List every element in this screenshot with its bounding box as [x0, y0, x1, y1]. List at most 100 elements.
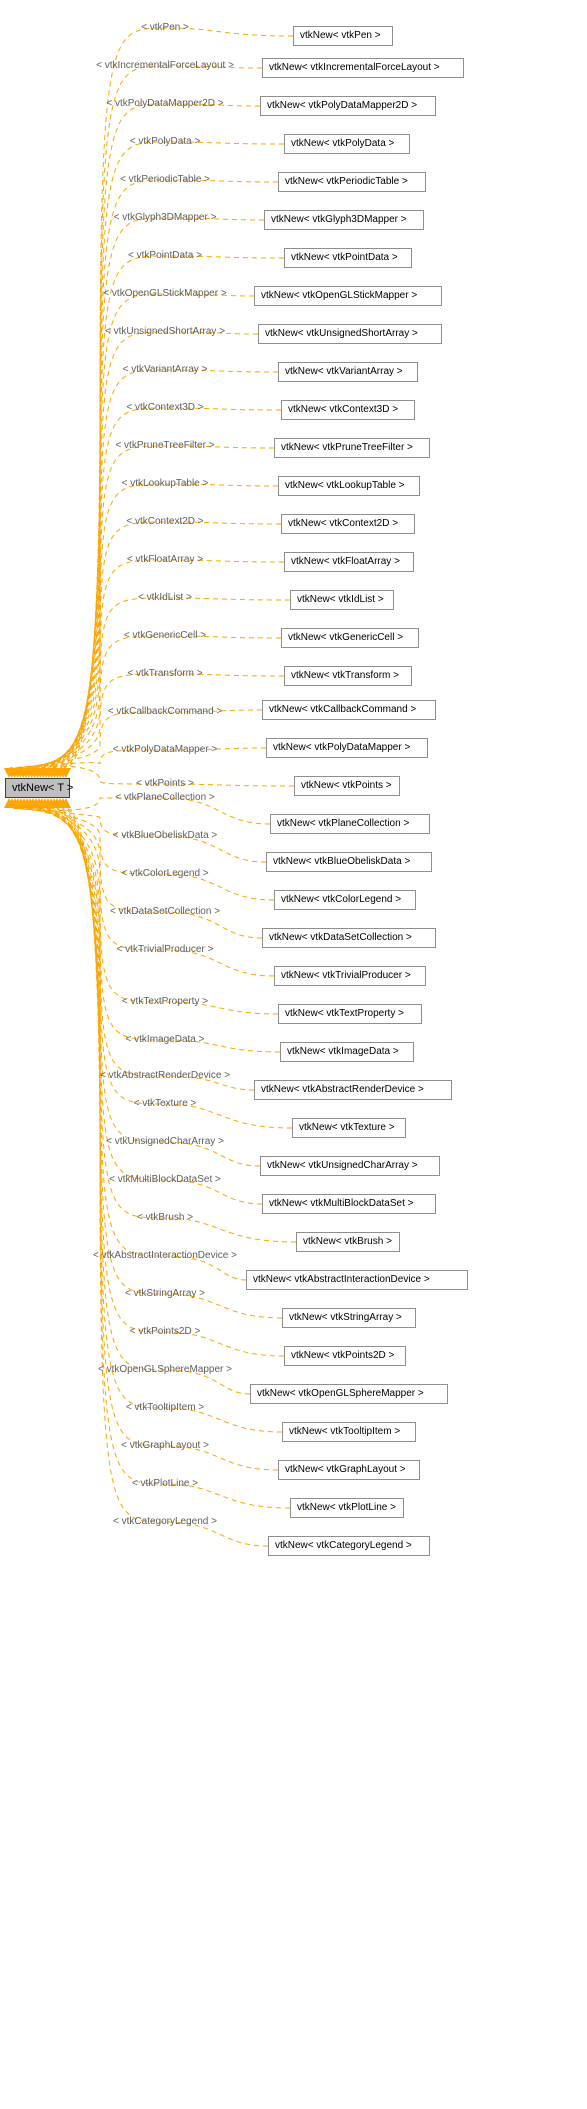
edge-label-text: < vtkIdList >	[138, 592, 192, 603]
leaf-node-label: vtkNew< vtkIncrementalForceLayout >	[269, 62, 440, 73]
edge-label-text: < vtkIncrementalForceLayout >	[96, 60, 234, 71]
leaf-node-vtkPen[interactable]: vtkNew< vtkPen >	[293, 26, 393, 46]
leaf-node-vtkPlotLine[interactable]: vtkNew< vtkPlotLine >	[290, 1498, 404, 1518]
edge-label-text: < vtkOpenGLSphereMapper >	[98, 1364, 232, 1375]
leaf-node-vtkCallbackCommand[interactable]: vtkNew< vtkCallbackCommand >	[262, 700, 436, 720]
leaf-node-vtkOpenGLSphereMapper[interactable]: vtkNew< vtkOpenGLSphereMapper >	[250, 1384, 448, 1404]
edge-label-vtkCallbackCommand: < vtkCallbackCommand >	[108, 706, 223, 717]
root-node-label: vtkNew< T >	[12, 782, 73, 794]
leaf-node-vtkPointData[interactable]: vtkNew< vtkPointData >	[284, 248, 412, 268]
leaf-node-label: vtkNew< vtkTransform >	[291, 670, 399, 681]
edge-label-vtkPlaneCollection: < vtkPlaneCollection >	[115, 792, 215, 803]
leaf-node-vtkTextProperty[interactable]: vtkNew< vtkTextProperty >	[278, 1004, 422, 1024]
leaf-node-vtkIdList[interactable]: vtkNew< vtkIdList >	[290, 590, 394, 610]
edge-label-text: < vtkContext2D >	[126, 516, 203, 527]
edge-label-text: < vtkTransform >	[127, 668, 202, 679]
leaf-node-label: vtkNew< vtkPointData >	[291, 252, 398, 263]
edge-label-vtkUnsignedShortArray: < vtkUnsignedShortArray >	[105, 326, 225, 337]
leaf-node-label: vtkNew< vtkOpenGLStickMapper >	[261, 290, 417, 301]
leaf-node-vtkAbstractRenderDevice[interactable]: vtkNew< vtkAbstractRenderDevice >	[254, 1080, 452, 1100]
edge-label-vtkFloatArray: < vtkFloatArray >	[127, 554, 203, 565]
edge-label-text: < vtkPolyDataMapper >	[113, 744, 218, 755]
leaf-node-vtkBrush[interactable]: vtkNew< vtkBrush >	[296, 1232, 400, 1252]
edge-label-vtkGraphLayout: < vtkGraphLayout >	[121, 1440, 209, 1451]
leaf-node-label: vtkNew< vtkBrush >	[303, 1236, 392, 1247]
leaf-node-label: vtkNew< vtkPolyDataMapper >	[273, 742, 410, 753]
edge-label-vtkPlotLine: < vtkPlotLine >	[132, 1478, 198, 1489]
leaf-node-vtkContext2D[interactable]: vtkNew< vtkContext2D >	[281, 514, 415, 534]
leaf-node-label: vtkNew< vtkBlueObeliskData >	[273, 856, 410, 867]
edge-label-vtkPoints: < vtkPoints >	[136, 778, 194, 789]
leaf-node-vtkGlyph3DMapper[interactable]: vtkNew< vtkGlyph3DMapper >	[264, 210, 424, 230]
edge-label-vtkGlyph3DMapper: < vtkGlyph3DMapper >	[114, 212, 217, 223]
edge-label-vtkContext2D: < vtkContext2D >	[126, 516, 203, 527]
edge-label-text: < vtkPruneTreeFilter >	[115, 440, 214, 451]
edge-label-vtkImageData: < vtkImageData >	[126, 1034, 205, 1045]
edge-label-text: < vtkPlotLine >	[132, 1478, 198, 1489]
leaf-node-vtkOpenGLStickMapper[interactable]: vtkNew< vtkOpenGLStickMapper >	[254, 286, 442, 306]
leaf-node-label: vtkNew< vtkVariantArray >	[285, 366, 403, 377]
leaf-node-label: vtkNew< vtkIdList >	[297, 594, 384, 605]
leaf-node-vtkCategoryLegend[interactable]: vtkNew< vtkCategoryLegend >	[268, 1536, 430, 1556]
leaf-node-label: vtkNew< vtkOpenGLSphereMapper >	[257, 1388, 424, 1399]
edge-label-text: < vtkStringArray >	[125, 1288, 205, 1299]
leaf-node-vtkBlueObeliskData[interactable]: vtkNew< vtkBlueObeliskData >	[266, 852, 432, 872]
edge-label-text: < vtkCallbackCommand >	[108, 706, 223, 717]
leaf-node-vtkPoints[interactable]: vtkNew< vtkPoints >	[294, 776, 400, 796]
leaf-node-label: vtkNew< vtkContext3D >	[288, 404, 398, 415]
edge-label-text: < vtkDataSetCollection >	[110, 906, 220, 917]
leaf-node-vtkLookupTable[interactable]: vtkNew< vtkLookupTable >	[278, 476, 420, 496]
edge-label-vtkPolyData: < vtkPolyData >	[130, 136, 201, 147]
edge-label-vtkVariantArray: < vtkVariantArray >	[123, 364, 208, 375]
edge-label-vtkOpenGLSphereMapper: < vtkOpenGLSphereMapper >	[98, 1364, 232, 1375]
leaf-node-label: vtkNew< vtkPolyDataMapper2D >	[267, 100, 417, 111]
leaf-node-vtkColorLegend[interactable]: vtkNew< vtkColorLegend >	[274, 890, 416, 910]
leaf-node-vtkUnsignedCharArray[interactable]: vtkNew< vtkUnsignedCharArray >	[260, 1156, 440, 1176]
leaf-node-label: vtkNew< vtkContext2D >	[288, 518, 398, 529]
edge-label-vtkIdList: < vtkIdList >	[138, 592, 192, 603]
leaf-node-label: vtkNew< vtkUnsignedCharArray >	[267, 1160, 418, 1171]
leaf-node-vtkPeriodicTable[interactable]: vtkNew< vtkPeriodicTable >	[278, 172, 426, 192]
leaf-node-vtkImageData[interactable]: vtkNew< vtkImageData >	[280, 1042, 414, 1062]
leaf-node-vtkTrivialProducer[interactable]: vtkNew< vtkTrivialProducer >	[274, 966, 426, 986]
edge-label-text: < vtkPointData >	[128, 250, 202, 261]
leaf-node-vtkPruneTreeFilter[interactable]: vtkNew< vtkPruneTreeFilter >	[274, 438, 430, 458]
edge-label-text: < vtkCategoryLegend >	[113, 1516, 217, 1527]
edge-label-vtkStringArray: < vtkStringArray >	[125, 1288, 205, 1299]
leaf-node-vtkPolyDataMapper2D[interactable]: vtkNew< vtkPolyDataMapper2D >	[260, 96, 436, 116]
leaf-node-vtkMultiBlockDataSet[interactable]: vtkNew< vtkMultiBlockDataSet >	[262, 1194, 436, 1214]
leaf-node-vtkContext3D[interactable]: vtkNew< vtkContext3D >	[281, 400, 415, 420]
edge-label-text: < vtkColorLegend >	[121, 868, 208, 879]
leaf-node-vtkPoints2D[interactable]: vtkNew< vtkPoints2D >	[284, 1346, 406, 1366]
leaf-node-vtkStringArray[interactable]: vtkNew< vtkStringArray >	[282, 1308, 416, 1328]
leaf-node-label: vtkNew< vtkAbstractInteractionDevice >	[253, 1274, 430, 1285]
leaf-node-label: vtkNew< vtkCallbackCommand >	[269, 704, 416, 715]
leaf-node-vtkIncrementalForceLayout[interactable]: vtkNew< vtkIncrementalForceLayout >	[262, 58, 464, 78]
edge-label-text: < vtkPolyData >	[130, 136, 201, 147]
leaf-node-vtkPolyData[interactable]: vtkNew< vtkPolyData >	[284, 134, 410, 154]
leaf-node-label: vtkNew< vtkImageData >	[287, 1046, 399, 1057]
edge-label-text: < vtkMultiBlockDataSet >	[109, 1174, 221, 1185]
leaf-node-label: vtkNew< vtkPlaneCollection >	[277, 818, 409, 829]
leaf-node-vtkPlaneCollection[interactable]: vtkNew< vtkPlaneCollection >	[270, 814, 430, 834]
leaf-node-vtkDataSetCollection[interactable]: vtkNew< vtkDataSetCollection >	[262, 928, 436, 948]
leaf-node-vtkVariantArray[interactable]: vtkNew< vtkVariantArray >	[278, 362, 418, 382]
leaf-node-vtkFloatArray[interactable]: vtkNew< vtkFloatArray >	[284, 552, 414, 572]
leaf-node-vtkPolyDataMapper[interactable]: vtkNew< vtkPolyDataMapper >	[266, 738, 428, 758]
leaf-node-vtkGraphLayout[interactable]: vtkNew< vtkGraphLayout >	[278, 1460, 420, 1480]
edge-label-vtkMultiBlockDataSet: < vtkMultiBlockDataSet >	[109, 1174, 221, 1185]
edge-label-vtkBlueObeliskData: < vtkBlueObeliskData >	[113, 830, 218, 841]
leaf-node-vtkGenericCell[interactable]: vtkNew< vtkGenericCell >	[281, 628, 419, 648]
leaf-node-vtkTransform[interactable]: vtkNew< vtkTransform >	[284, 666, 412, 686]
leaf-node-label: vtkNew< vtkMultiBlockDataSet >	[269, 1198, 414, 1209]
edge-label-vtkTransform: < vtkTransform >	[127, 668, 202, 679]
leaf-node-vtkUnsignedShortArray[interactable]: vtkNew< vtkUnsignedShortArray >	[258, 324, 442, 344]
root-node[interactable]: vtkNew< T >	[5, 778, 70, 798]
leaf-node-vtkTooltipItem[interactable]: vtkNew< vtkTooltipItem >	[282, 1422, 416, 1442]
edge-label-text: < vtkPolyDataMapper2D >	[106, 98, 223, 109]
leaf-node-vtkAbstractInteractionDevice[interactable]: vtkNew< vtkAbstractInteractionDevice >	[246, 1270, 468, 1290]
leaf-node-label: vtkNew< vtkPruneTreeFilter >	[281, 442, 413, 453]
edge-label-text: < vtkTrivialProducer >	[117, 944, 214, 955]
leaf-node-label: vtkNew< vtkLookupTable >	[285, 480, 405, 491]
leaf-node-vtkTexture[interactable]: vtkNew< vtkTexture >	[292, 1118, 406, 1138]
